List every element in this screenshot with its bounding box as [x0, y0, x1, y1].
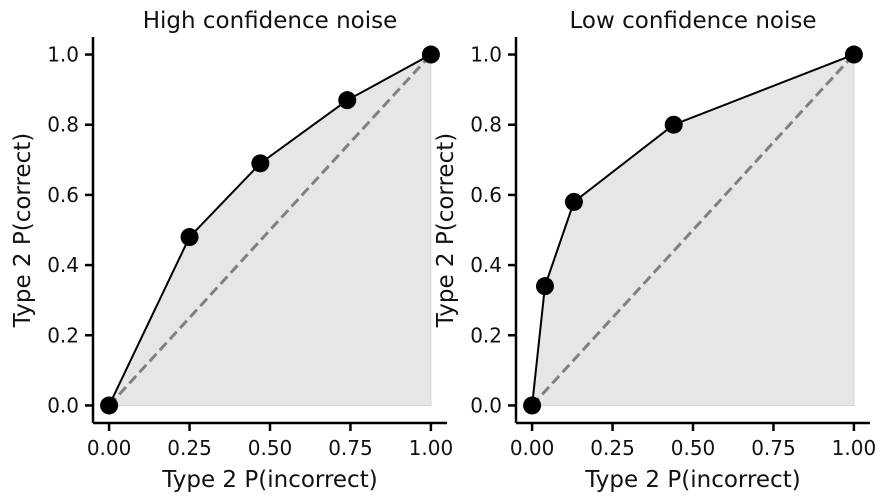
y-axis-label: Type 2 P(correct) [10, 133, 36, 328]
x-tick-label: 0.00 [510, 436, 555, 460]
y-tick-label: 0.0 [470, 393, 502, 417]
data-point [564, 192, 583, 211]
chart-panel-2: 0.00 0.25 0.50 0.75 1.00 0.0 0.2 0.4 0.6 0.8 1.0 Lo… [433, 8, 876, 493]
y-tick-label: 0.0 [47, 393, 79, 417]
x-tick-label: 1.00 [409, 436, 454, 460]
y-tick-label: 0.8 [47, 113, 79, 137]
x-tick-label: 0.00 [87, 436, 132, 460]
y-tick-label: 0.6 [470, 183, 502, 207]
y-tick-label: 0.4 [470, 253, 502, 277]
x-tick-label: 0.25 [590, 436, 635, 460]
y-tick-label: 0.8 [470, 113, 502, 137]
x-axis-label: Type 2 P(incorrect) [584, 467, 800, 493]
y-tick-label: 0.2 [47, 323, 79, 347]
y-tick-label: 1.0 [47, 43, 79, 67]
y-axis-label: Type 2 P(correct) [433, 133, 459, 328]
data-point [421, 45, 440, 64]
x-tick-label: 0.25 [167, 436, 212, 460]
x-tick-label: 0.50 [671, 436, 716, 460]
x-tick-label: 0.75 [328, 436, 373, 460]
x-tick-label: 1.00 [832, 436, 877, 460]
data-point [180, 228, 199, 247]
x-axis-label: Type 2 P(incorrect) [161, 467, 377, 493]
x-tick-label: 0.75 [751, 436, 796, 460]
data-point [100, 396, 119, 415]
y-tick-label: 0.4 [47, 253, 79, 277]
data-point [523, 396, 542, 415]
chart-title: High confidence noise [143, 8, 398, 34]
y-tick-label: 0.6 [47, 183, 79, 207]
data-point [844, 45, 863, 64]
chance-line [530, 53, 856, 407]
chart-panel-1: 0.00 0.25 0.50 0.75 1.00 0.0 0.2 0.4 0.6 0.8 1.0 Hi… [10, 8, 453, 493]
x-tick-label: 0.50 [248, 436, 293, 460]
chart-title: Low confidence noise [570, 8, 817, 34]
y-tick-label: 1.0 [470, 43, 502, 67]
chance-line [107, 53, 433, 407]
data-point [338, 91, 357, 110]
y-tick-label: 0.2 [470, 323, 502, 347]
data-point [664, 115, 683, 134]
data-point [251, 154, 270, 173]
data-point [535, 277, 554, 296]
